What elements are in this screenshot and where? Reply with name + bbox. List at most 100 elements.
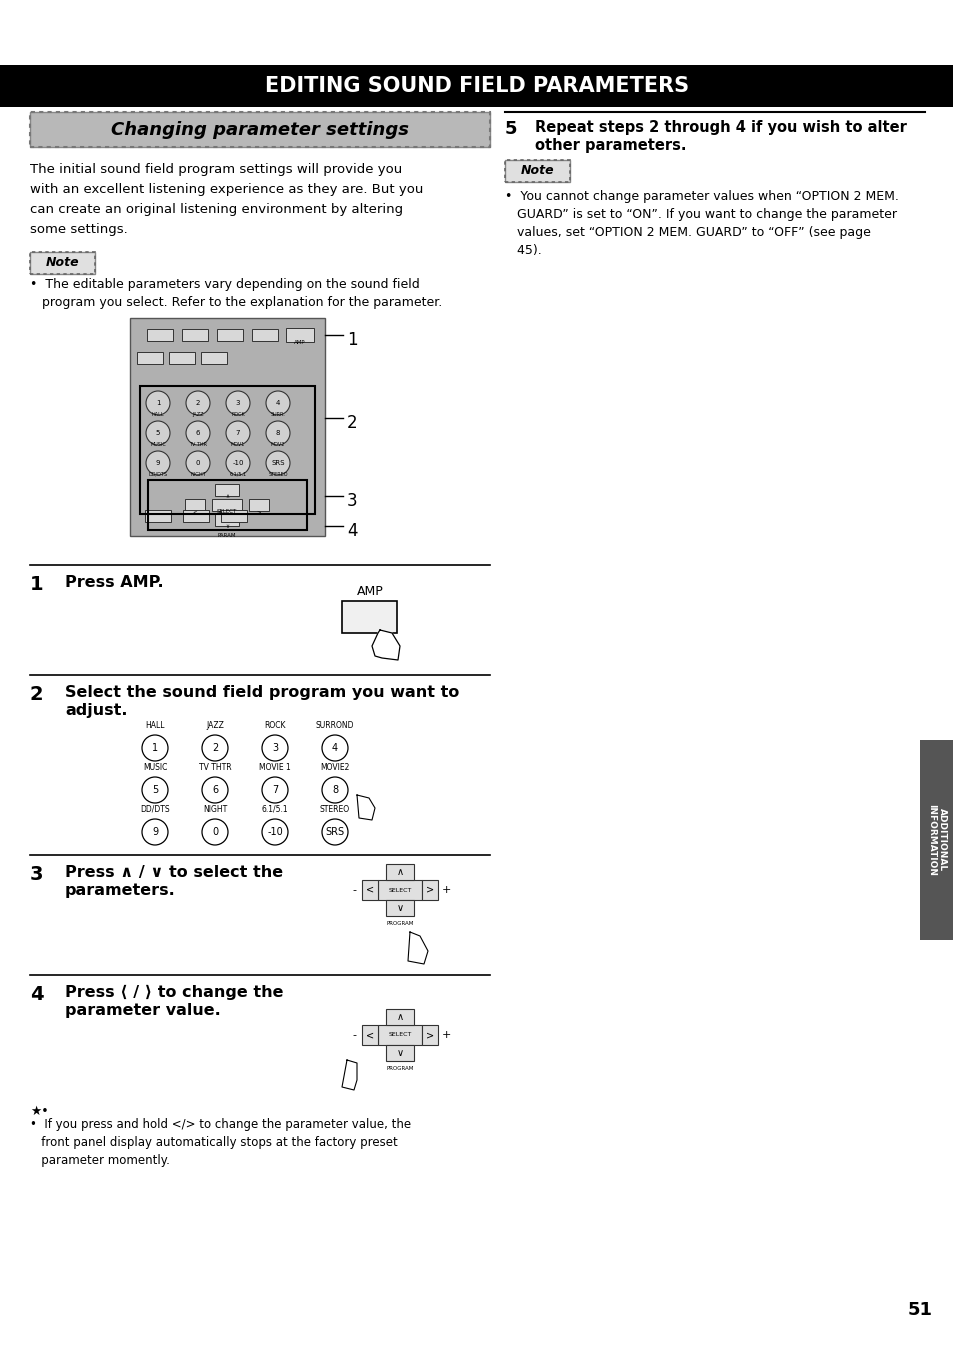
Text: -: - bbox=[352, 1030, 355, 1039]
Text: -10: -10 bbox=[232, 460, 244, 465]
Text: GUARD” is set to “ON”. If you want to change the parameter: GUARD” is set to “ON”. If you want to ch… bbox=[504, 208, 896, 221]
Text: 4: 4 bbox=[30, 985, 44, 1004]
Circle shape bbox=[266, 421, 290, 445]
Text: SURR.: SURR. bbox=[271, 413, 285, 417]
Text: DD/DTS: DD/DTS bbox=[149, 472, 168, 478]
Text: 8: 8 bbox=[332, 784, 337, 795]
Text: JAZZ: JAZZ bbox=[193, 413, 204, 417]
Circle shape bbox=[186, 391, 210, 415]
Text: 4: 4 bbox=[332, 744, 337, 753]
Text: PROGRAM: PROGRAM bbox=[386, 1067, 414, 1071]
Text: 2: 2 bbox=[212, 744, 218, 753]
Polygon shape bbox=[408, 932, 428, 963]
Bar bbox=[386, 864, 414, 879]
Circle shape bbox=[226, 451, 250, 475]
Text: -: - bbox=[352, 885, 355, 896]
Text: ROCK: ROCK bbox=[231, 413, 245, 417]
Text: 4: 4 bbox=[347, 522, 357, 540]
Bar bbox=[386, 900, 414, 916]
Text: AMP: AMP bbox=[294, 341, 306, 345]
Text: Press AMP.: Press AMP. bbox=[65, 575, 164, 590]
Text: ∧: ∧ bbox=[396, 867, 403, 877]
Text: Changing parameter settings: Changing parameter settings bbox=[111, 121, 409, 138]
Text: SURROND: SURROND bbox=[315, 721, 354, 730]
Text: 51: 51 bbox=[906, 1301, 931, 1319]
Text: SELECT: SELECT bbox=[388, 1033, 412, 1038]
Text: ∨: ∨ bbox=[396, 1048, 403, 1058]
Text: STEREO: STEREO bbox=[268, 472, 288, 478]
Text: MOVIE2: MOVIE2 bbox=[320, 763, 350, 772]
Bar bbox=[386, 1010, 414, 1025]
Text: 3: 3 bbox=[30, 864, 44, 883]
Bar bbox=[421, 879, 437, 900]
Bar bbox=[386, 1045, 414, 1061]
Bar bbox=[214, 514, 239, 527]
Bar bbox=[140, 385, 314, 514]
Bar bbox=[185, 499, 205, 512]
Text: EDITING SOUND FIELD PARAMETERS: EDITING SOUND FIELD PARAMETERS bbox=[265, 76, 688, 96]
Text: 0: 0 bbox=[212, 826, 218, 837]
Bar bbox=[377, 879, 421, 900]
Text: >: > bbox=[425, 885, 434, 896]
Circle shape bbox=[146, 391, 170, 415]
Text: MUSIC: MUSIC bbox=[143, 763, 167, 772]
Text: other parameters.: other parameters. bbox=[535, 138, 686, 153]
Polygon shape bbox=[356, 795, 375, 820]
Text: 3: 3 bbox=[272, 744, 277, 753]
Bar bbox=[212, 499, 242, 512]
Text: can create an original listening environment by altering: can create an original listening environ… bbox=[30, 204, 403, 216]
Bar bbox=[201, 351, 227, 364]
Text: program you select. Refer to the explanation for the parameter.: program you select. Refer to the explana… bbox=[30, 296, 442, 309]
Bar bbox=[148, 480, 307, 531]
Text: >: > bbox=[256, 509, 261, 514]
Bar bbox=[0, 65, 953, 107]
Bar bbox=[137, 351, 163, 364]
Text: ∧: ∧ bbox=[225, 494, 229, 499]
Text: SRS: SRS bbox=[325, 826, 344, 837]
Bar bbox=[214, 484, 239, 497]
Text: DD/DTS: DD/DTS bbox=[140, 805, 170, 814]
Bar bbox=[919, 740, 953, 940]
Bar bbox=[361, 879, 377, 900]
Text: 6.1/5.1: 6.1/5.1 bbox=[261, 805, 288, 814]
Text: JAZZ: JAZZ bbox=[206, 721, 224, 730]
Text: ∧: ∧ bbox=[396, 1012, 403, 1022]
Text: 3: 3 bbox=[347, 493, 357, 510]
Text: front panel display automatically stops at the factory preset: front panel display automatically stops … bbox=[30, 1136, 397, 1149]
Text: 1: 1 bbox=[30, 575, 44, 594]
Text: NIGHT: NIGHT bbox=[203, 805, 227, 814]
Text: 9: 9 bbox=[152, 826, 158, 837]
Text: 6: 6 bbox=[195, 430, 200, 436]
Text: with an excellent listening experience as they are. But you: with an excellent listening experience a… bbox=[30, 183, 423, 195]
Text: parameters.: parameters. bbox=[65, 883, 175, 898]
Text: 6.1/5.1: 6.1/5.1 bbox=[230, 472, 246, 478]
Text: AMP: AMP bbox=[356, 585, 383, 598]
Text: values, set “OPTION 2 MEM. GUARD” to “OFF” (see page: values, set “OPTION 2 MEM. GUARD” to “OF… bbox=[504, 227, 870, 239]
Text: HALL: HALL bbox=[145, 721, 165, 730]
Polygon shape bbox=[341, 1060, 356, 1090]
Text: 7: 7 bbox=[235, 430, 240, 436]
Text: adjust.: adjust. bbox=[65, 703, 128, 718]
Bar bbox=[169, 351, 194, 364]
Text: PARAM: PARAM bbox=[217, 533, 236, 537]
Text: 5: 5 bbox=[152, 784, 158, 795]
Text: •  You cannot change parameter values when “OPTION 2 MEM.: • You cannot change parameter values whe… bbox=[504, 190, 898, 204]
Text: Repeat steps 2 through 4 if you wish to alter: Repeat steps 2 through 4 if you wish to … bbox=[535, 119, 906, 134]
Text: +: + bbox=[441, 1030, 450, 1039]
Text: 1: 1 bbox=[155, 400, 160, 406]
Bar bbox=[221, 510, 247, 522]
Text: PROGRAM: PROGRAM bbox=[386, 921, 414, 925]
Text: MUSIC: MUSIC bbox=[150, 442, 166, 446]
Text: MOVIE 1: MOVIE 1 bbox=[259, 763, 291, 772]
Text: 8: 8 bbox=[275, 430, 280, 436]
Circle shape bbox=[146, 451, 170, 475]
Text: •  If you press and hold </> to change the parameter value, the: • If you press and hold </> to change th… bbox=[30, 1118, 411, 1130]
Bar bbox=[183, 510, 209, 522]
Text: some settings.: some settings. bbox=[30, 223, 128, 236]
Bar bbox=[252, 328, 277, 341]
Bar bbox=[361, 1025, 377, 1045]
Circle shape bbox=[186, 451, 210, 475]
Bar bbox=[216, 328, 243, 341]
Text: ∨: ∨ bbox=[396, 902, 403, 913]
Circle shape bbox=[226, 421, 250, 445]
